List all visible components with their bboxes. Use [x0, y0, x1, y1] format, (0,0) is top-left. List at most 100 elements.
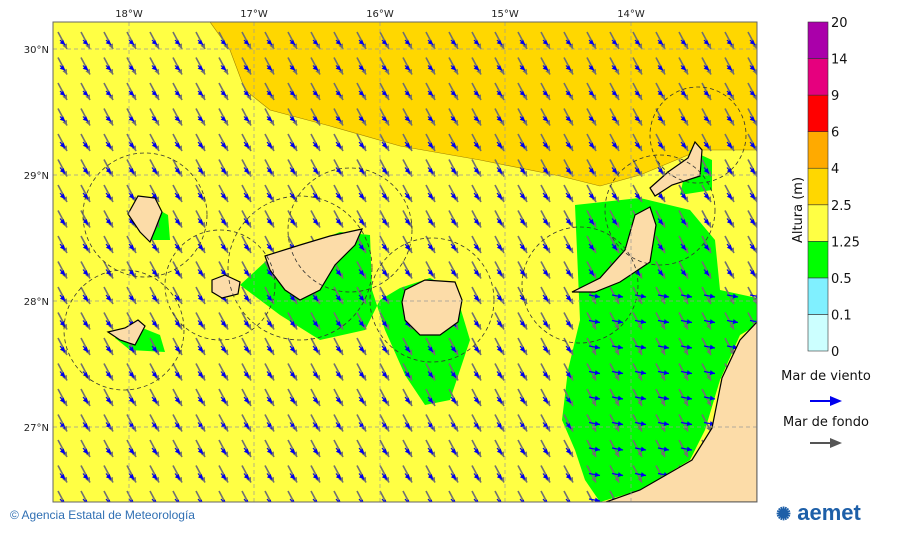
- wind-arrow: [105, 371, 112, 378]
- wind-arrow: [59, 294, 66, 302]
- wind-arrow: [588, 370, 601, 376]
- wind-arrow: [381, 167, 388, 174]
- wind-arrow: [220, 116, 227, 122]
- wind-arrow: [588, 90, 595, 97]
- wind-arrow: [473, 192, 480, 200]
- wind-arrow: [381, 39, 388, 46]
- nearshore-zones: [63, 86, 747, 391]
- wind-arrow: [496, 422, 503, 429]
- wind-arrow: [105, 141, 112, 149]
- wind-arrow: [588, 319, 601, 325]
- wind-arrow: [473, 371, 480, 378]
- wind-arrow: [220, 192, 227, 200]
- wind-arrow: [358, 116, 365, 122]
- legend-level-label: 1.25: [831, 235, 860, 250]
- wind-arrow: [289, 141, 296, 149]
- wind-arrow: [289, 294, 296, 302]
- wind-arrow: [105, 167, 112, 174]
- graticule: [53, 22, 757, 502]
- wind-arrow: [680, 344, 693, 350]
- wind-arrow: [312, 39, 319, 46]
- wind-arrow: [519, 39, 526, 46]
- wind-arrow: [381, 294, 388, 302]
- wind-arrow: [197, 473, 204, 480]
- wind-arrow: [174, 192, 181, 200]
- wind-arrow: [611, 319, 624, 325]
- wind-arrow: [220, 345, 227, 353]
- wind-arrow: [358, 473, 365, 480]
- wind-arrow: [473, 90, 480, 97]
- wind-arrow: [473, 65, 480, 71]
- wind-arrow: [312, 192, 319, 200]
- wind-arrow: [312, 116, 319, 122]
- wind-arrow: [726, 116, 733, 122]
- wind-arrow: [542, 371, 549, 378]
- wind-arrow: [450, 447, 457, 455]
- wind-arrow: [59, 141, 66, 149]
- wind-arrow: [519, 294, 526, 302]
- wind-arrow: [381, 269, 388, 276]
- swell-arrow: [80, 490, 88, 502]
- lon-label: 17°W: [240, 9, 268, 20]
- wind-arrow: [588, 472, 601, 478]
- wind-arrow: [59, 396, 66, 404]
- island-gran-canaria: [401, 279, 463, 336]
- wind-arrow: [151, 192, 158, 200]
- wind-arrow: [427, 218, 434, 225]
- wind-arrow: [404, 90, 411, 97]
- wind-arrow: [82, 65, 89, 71]
- lon-label: 15°W: [491, 9, 519, 20]
- wind-arrow: [542, 345, 549, 353]
- wind-arrow: [726, 39, 733, 46]
- wind-arrow: [289, 345, 296, 353]
- legend-level-label: 14: [831, 53, 848, 68]
- wind-arrow: [82, 39, 89, 46]
- lat-label: 29°N: [24, 171, 49, 182]
- wind-arrow: [634, 421, 647, 427]
- wind-arrow: [128, 447, 135, 455]
- wind-arrow: [496, 65, 503, 71]
- wind-arrow: [82, 269, 89, 276]
- island-la-gomera: [211, 274, 241, 299]
- wind-arrow: [680, 90, 687, 97]
- wind-arrow: [588, 243, 595, 251]
- wind-arrow: [220, 39, 227, 46]
- wind-arrow: [542, 39, 549, 46]
- wind-arrow: [59, 192, 66, 200]
- wind-arrow: [634, 141, 641, 149]
- wind-arrow: [611, 90, 618, 97]
- wind-arrow: [427, 65, 434, 71]
- wind-arrow: [335, 294, 342, 302]
- wind-arrow: [266, 345, 273, 353]
- wind-arrow: [105, 473, 112, 480]
- wind-arrow: [519, 116, 526, 122]
- wind-arrow: [266, 90, 273, 97]
- wind-arrow: [358, 371, 365, 378]
- wind-arrow: [450, 116, 457, 122]
- wind-arrow: [496, 90, 503, 97]
- wind-arrow: [611, 192, 618, 200]
- legend-level-label: 0.1: [831, 308, 852, 323]
- wind-arrow: [680, 192, 687, 200]
- wind-arrow: [266, 447, 273, 455]
- wind-arrow: [519, 473, 526, 480]
- wind-arrow: [542, 218, 549, 225]
- wind-arrow: [611, 116, 618, 122]
- wind-arrow: [220, 473, 227, 480]
- wind-arrow: [358, 345, 365, 353]
- wind-arrow: [565, 294, 572, 302]
- wind-arrow: [726, 65, 733, 71]
- wind-arrow: [381, 116, 388, 122]
- wind-arrow: [703, 269, 710, 276]
- wind-arrow: [427, 192, 434, 200]
- wind-arrow: [243, 473, 250, 480]
- wind-arrow: [174, 422, 181, 429]
- wind-arrow: [105, 320, 112, 327]
- wind-arrow: [59, 447, 66, 455]
- wind-arrow: [82, 396, 89, 404]
- wind-arrow: [611, 370, 624, 376]
- wind-arrow: [381, 65, 388, 71]
- wind-arrow: [588, 421, 601, 427]
- wind-sea-label: Mar de viento: [781, 369, 871, 384]
- wind-arrow: [588, 192, 595, 200]
